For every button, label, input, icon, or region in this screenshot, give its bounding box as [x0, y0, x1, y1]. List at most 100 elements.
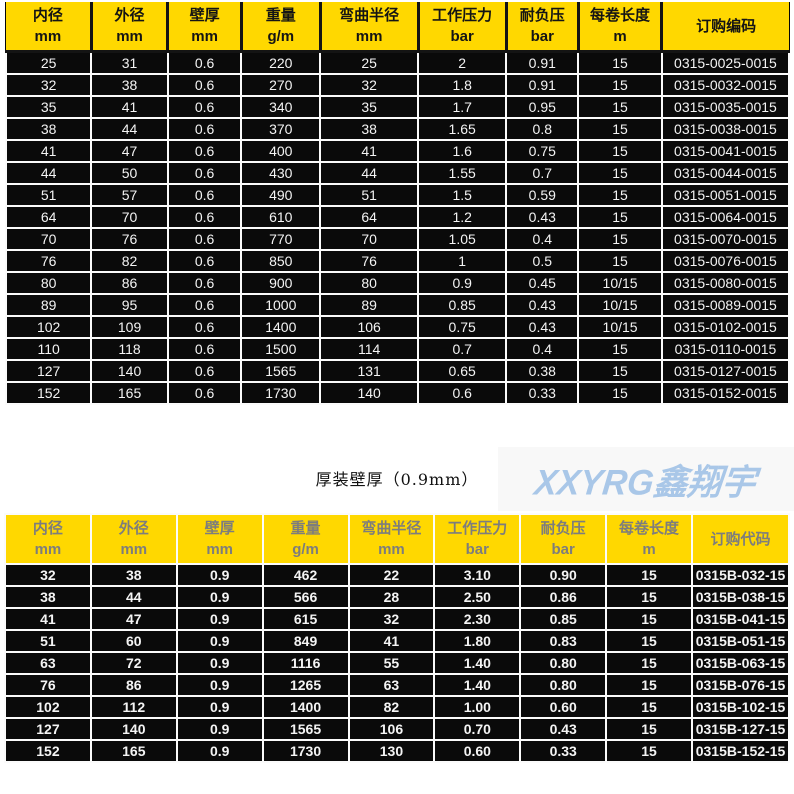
- table-cell: 1.6: [416, 139, 508, 163]
- table-cell: 152: [4, 381, 93, 405]
- table-cell: 15: [577, 205, 663, 229]
- table-cell: 0315-0051-0015: [660, 183, 791, 207]
- table-cell: 15: [577, 95, 663, 119]
- table-cell: 0.9: [175, 651, 264, 675]
- brand-logo-text: XXYRG鑫翔宇: [532, 462, 759, 503]
- table-row: 127 140 0.6 1565 131 0.65 0.38 15 0315-0127-0015: [4, 359, 791, 383]
- table-cell: 64: [4, 205, 93, 229]
- column-header-unit: bar: [551, 541, 575, 558]
- table-cell: 15: [577, 337, 663, 361]
- table-cell: 0.9: [175, 563, 264, 587]
- table-cell: 15: [577, 161, 663, 185]
- table-cell: 0.38: [505, 359, 580, 383]
- column-header-label: 耐负压: [540, 520, 586, 537]
- table-cell: 0.6: [166, 315, 243, 339]
- table-cell: 31: [90, 50, 169, 75]
- table-cell: 102: [4, 315, 93, 339]
- table-cell: 0.9: [175, 585, 264, 609]
- column-header: 弯曲半径 mm: [347, 513, 436, 565]
- table-cell: 0315-0038-0015: [660, 117, 791, 141]
- table-cell: 131: [319, 359, 419, 383]
- table-cell: 165: [90, 381, 169, 405]
- table-cell: 0315-0110-0015: [660, 337, 791, 361]
- table-cell: 1565: [261, 717, 350, 741]
- table-cell: 1400: [240, 315, 322, 339]
- table-cell: 47: [89, 607, 178, 631]
- table-cell: 0.70: [433, 717, 522, 741]
- table-cell: 112: [89, 695, 178, 719]
- table-cell: 0.85: [519, 607, 608, 631]
- table-cell: 41: [319, 139, 419, 163]
- table-cell: 76: [4, 249, 93, 273]
- column-header: 每卷长度 m: [576, 2, 662, 53]
- table-cell: 2.50: [433, 585, 522, 609]
- table-cell: 0315-0127-0015: [660, 359, 791, 383]
- column-header: 工作压力 bar: [433, 513, 522, 565]
- table-cell: 44: [90, 117, 169, 141]
- table-cell: 0.83: [519, 629, 608, 653]
- table-cell: 15: [577, 73, 663, 97]
- column-header: 每卷长度 m: [605, 513, 693, 565]
- section-caption: 厚装壁厚（0.9mm）: [315, 470, 479, 489]
- table-row: 38 44 0.9 566 28 2.50 0.86 15 0315B-038-15: [4, 585, 790, 609]
- table-cell: 15: [605, 651, 693, 675]
- table-cell: 15: [577, 117, 663, 141]
- table-cell: 0.9: [175, 739, 264, 763]
- column-header-unit: mm: [116, 28, 143, 45]
- table-row: 44 50 0.6 430 44 1.55 0.7 15 0315-0044-0015: [4, 161, 791, 185]
- table-row: 32 38 0.6 270 32 1.8 0.91 15 0315-0032-0015: [4, 73, 791, 97]
- column-header-label: 重量: [265, 7, 296, 24]
- table-row: 89 95 0.6 1000 89 0.85 0.43 10/15 0315-0089-0015: [4, 293, 791, 317]
- table-cell: 0.6: [166, 271, 243, 295]
- table-cell: 0.60: [433, 739, 522, 763]
- column-header-label: 每卷长度: [619, 520, 680, 537]
- table-row: 80 86 0.6 900 80 0.9 0.45 10/15 0315-0080-0015: [4, 271, 791, 295]
- column-header: 弯曲半径 mm: [318, 2, 418, 53]
- table-cell: 35: [4, 95, 93, 119]
- table-cell: 86: [89, 673, 178, 697]
- table-cell: 0.60: [519, 695, 608, 719]
- table-cell: 165: [89, 739, 178, 763]
- table-cell: 1.55: [416, 161, 508, 185]
- column-header-unit: m: [642, 541, 656, 558]
- table-cell: 0.6: [166, 183, 243, 207]
- column-header-unit: mm: [34, 28, 62, 45]
- table-cell: 0.90: [519, 563, 608, 587]
- table-cell: 1116: [261, 651, 350, 675]
- thick-wall-table-body: 32 38 0.9 462 22 3.10 0.90 15 0315B-032-15 38 44 0.…: [4, 563, 790, 763]
- table-cell: 0.85: [416, 293, 508, 317]
- table-cell: 127: [4, 359, 93, 383]
- table-cell: 109: [90, 315, 169, 339]
- table-cell: 0.6: [166, 161, 243, 185]
- table-row: 76 86 0.9 1265 63 1.40 0.80 15 0315B-076-15: [4, 673, 790, 697]
- thick-wall-header-row: 内径 mm 外径 mm 壁厚 mm 重量 g/m 弯曲半径 mm 工作压力 bar 耐负压 bar 每卷长度…: [4, 513, 790, 565]
- column-header: 重量 g/m: [261, 513, 350, 565]
- table-cell: 0315B-127-15: [691, 717, 790, 741]
- table-cell: 0.91: [505, 73, 580, 97]
- table-cell: 140: [89, 717, 178, 741]
- table-cell: 140: [319, 381, 419, 405]
- column-header-unit: mm: [120, 541, 148, 558]
- table-cell: 41: [90, 95, 169, 119]
- column-header: 壁厚 mm: [175, 513, 264, 565]
- table-cell: 2: [416, 50, 508, 75]
- column-header: 耐负压 bar: [519, 513, 608, 565]
- table-cell: 60: [89, 629, 178, 653]
- table-cell: 430: [240, 161, 322, 185]
- table-cell: 0.4: [505, 337, 580, 361]
- table-cell: 63: [4, 651, 92, 675]
- table-cell: 0.7: [416, 337, 508, 361]
- table-cell: 0315B-076-15: [691, 673, 790, 697]
- column-header-unit: m: [613, 28, 627, 45]
- middle-band: 厚装壁厚（0.9mm） XXYRG鑫翔宇: [0, 441, 794, 513]
- table-cell: 1.5: [416, 183, 508, 207]
- column-header-unit: mm: [191, 28, 218, 45]
- table-cell: 900: [240, 271, 322, 295]
- table-cell: 0.9: [416, 271, 508, 295]
- table-cell: 1000: [240, 293, 322, 317]
- table-cell: 0315-0041-0015: [660, 139, 791, 163]
- table-cell: 0315-0035-0015: [660, 95, 791, 119]
- table-cell: 0.6: [166, 293, 243, 317]
- table-cell: 15: [605, 607, 693, 631]
